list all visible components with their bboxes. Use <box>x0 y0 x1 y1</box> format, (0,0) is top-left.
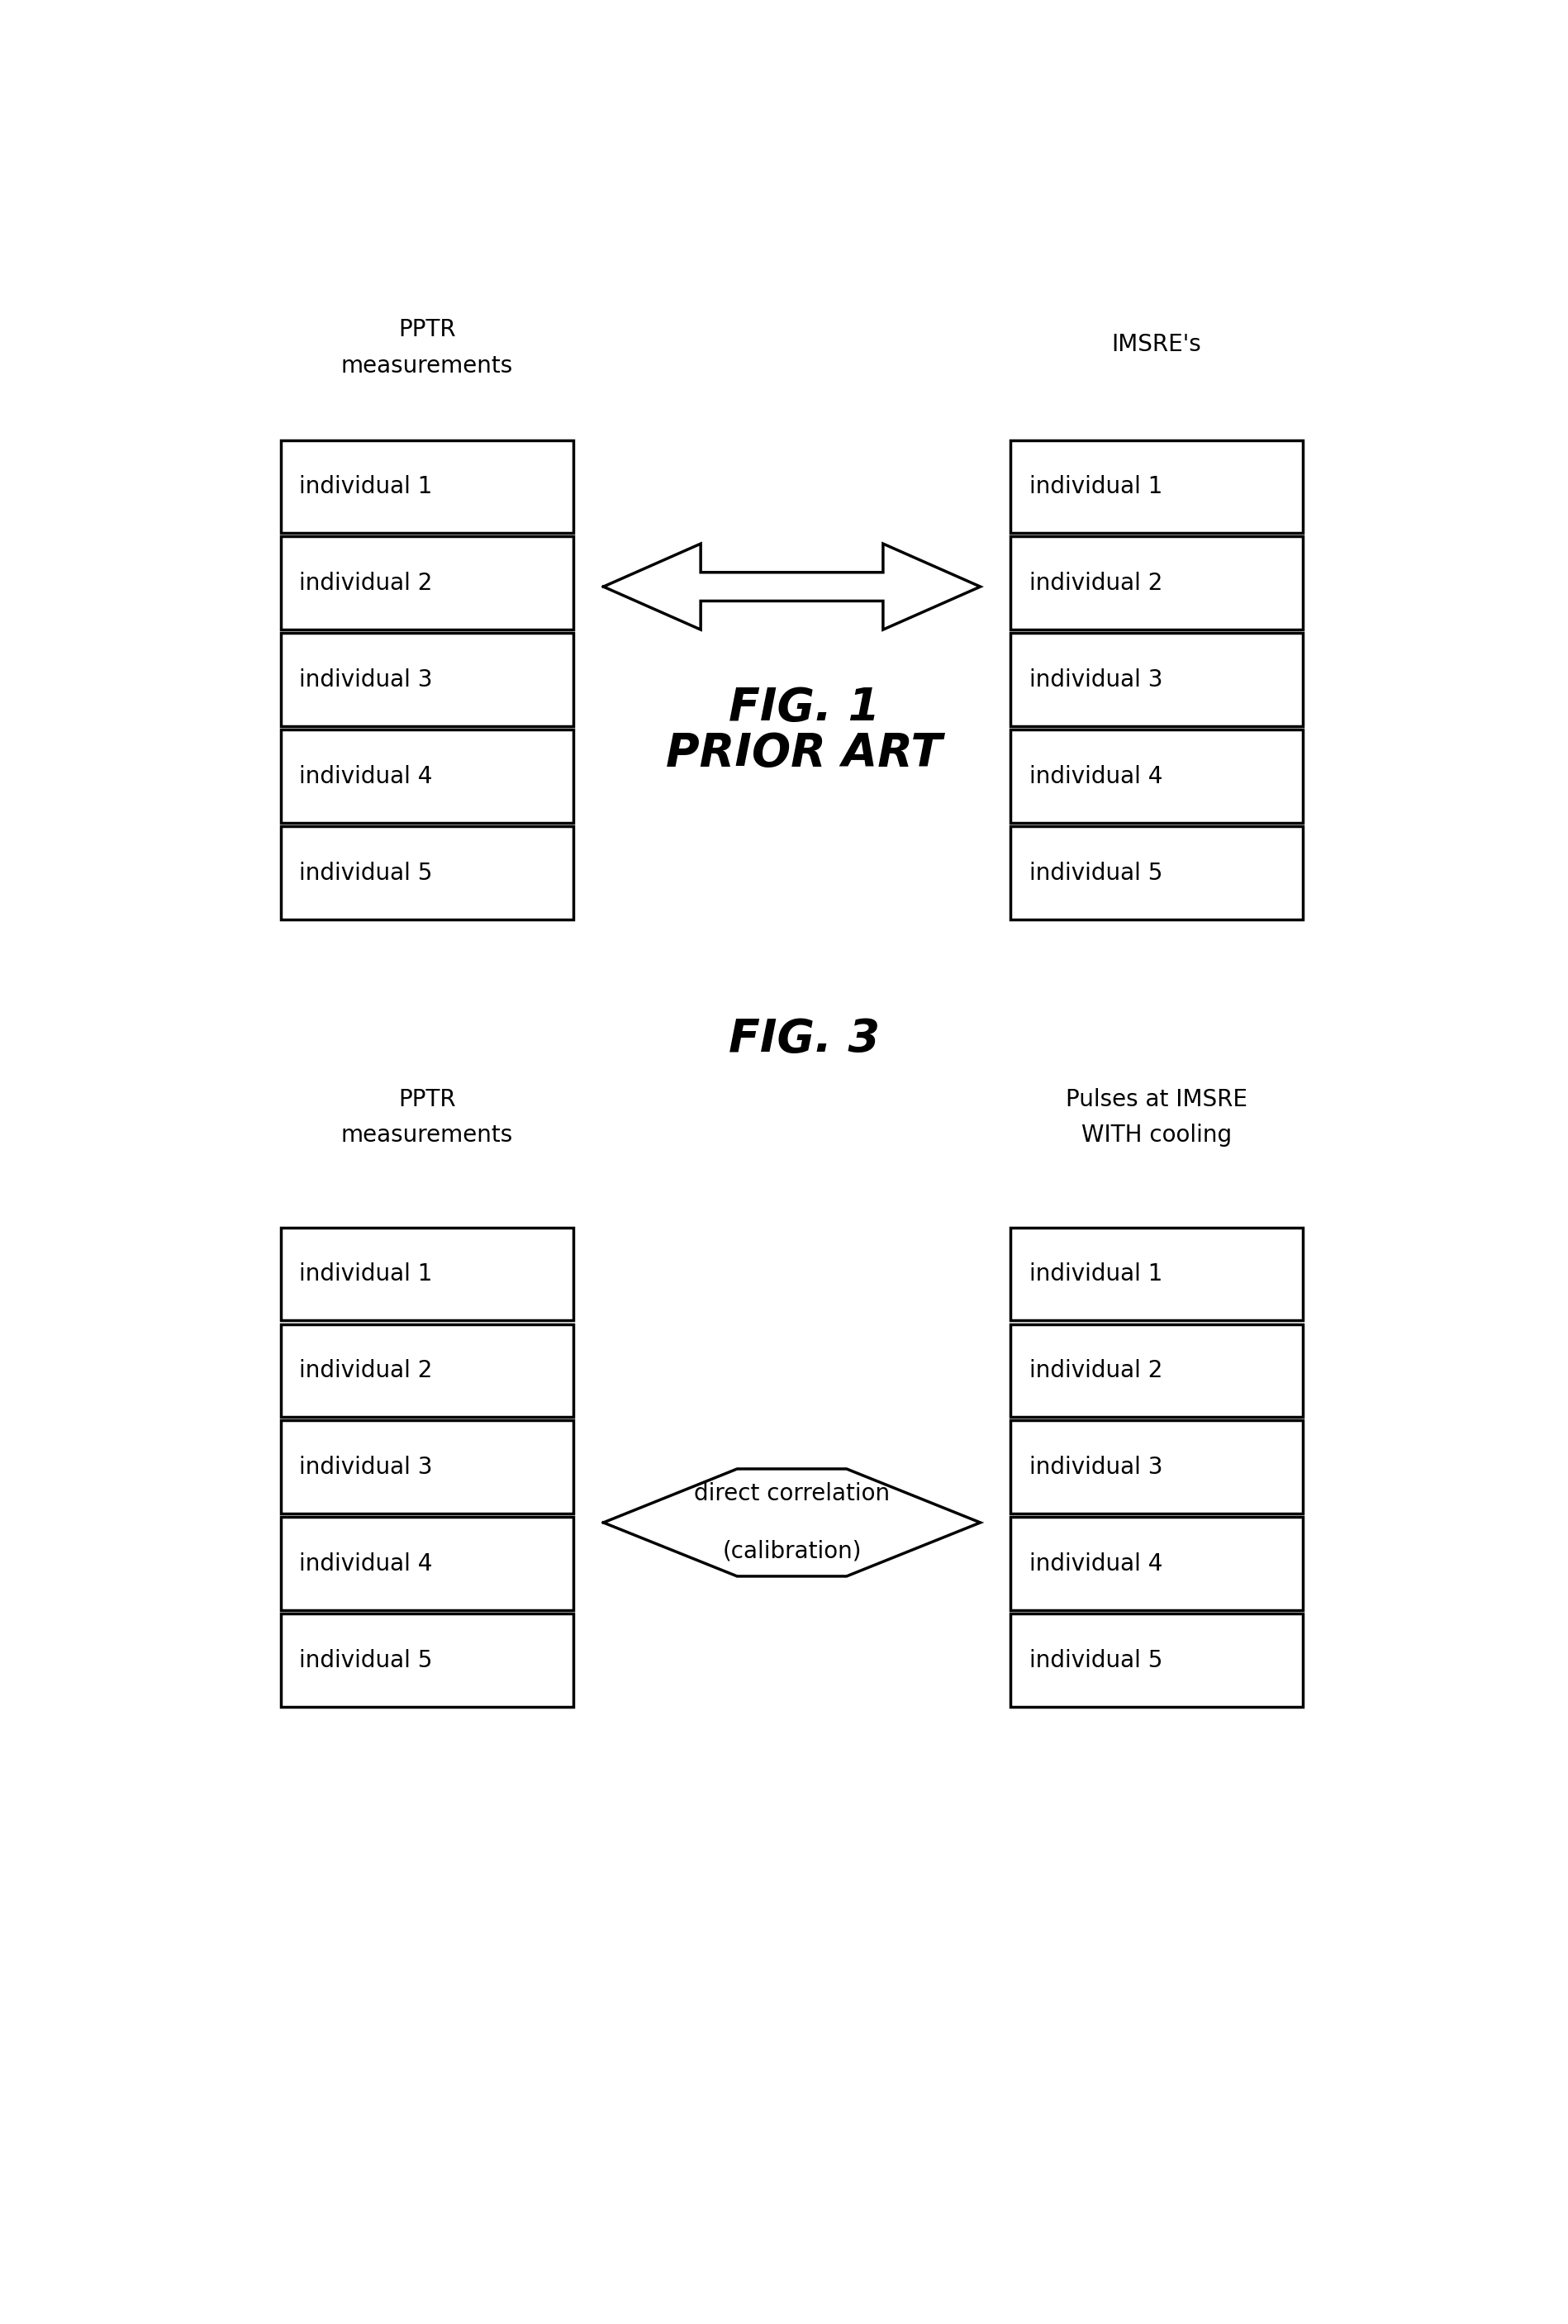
Text: individual 1: individual 1 <box>299 1262 433 1285</box>
Text: IMSRE's: IMSRE's <box>1112 332 1201 356</box>
Bar <box>1010 1325 1301 1418</box>
Text: (calibration): (calibration) <box>721 1538 861 1562</box>
Text: individual 5: individual 5 <box>299 862 433 885</box>
Text: individual 1: individual 1 <box>299 474 433 497</box>
Bar <box>1010 1518 1301 1611</box>
Polygon shape <box>604 1469 980 1576</box>
Bar <box>281 1613 572 1706</box>
Bar <box>281 1518 572 1611</box>
Text: individual 4: individual 4 <box>1029 1552 1162 1576</box>
Bar <box>1010 439 1301 532</box>
Text: individual 4: individual 4 <box>299 1552 433 1576</box>
Bar <box>1010 1420 1301 1513</box>
Text: individual 5: individual 5 <box>1029 1648 1162 1671</box>
Text: WITH cooling: WITH cooling <box>1080 1122 1231 1146</box>
Bar <box>281 439 572 532</box>
Bar <box>281 1227 572 1320</box>
Text: individual 5: individual 5 <box>1029 862 1162 885</box>
Text: FIG. 3: FIG. 3 <box>728 1018 880 1062</box>
Text: PPTR: PPTR <box>398 1088 456 1111</box>
Text: individual 1: individual 1 <box>1029 1262 1162 1285</box>
Bar <box>1010 632 1301 725</box>
Text: individual 2: individual 2 <box>1029 572 1162 595</box>
Text: individual 2: individual 2 <box>299 1360 433 1383</box>
Text: individual 3: individual 3 <box>299 1455 433 1478</box>
Text: Pulses at IMSRE: Pulses at IMSRE <box>1065 1088 1247 1111</box>
Text: individual 4: individual 4 <box>299 765 433 788</box>
Bar <box>1010 730 1301 823</box>
Bar <box>1010 537 1301 630</box>
Text: measurements: measurements <box>340 353 513 376</box>
Text: individual 5: individual 5 <box>299 1648 433 1671</box>
Text: individual 4: individual 4 <box>1029 765 1162 788</box>
Text: direct correlation: direct correlation <box>693 1483 889 1506</box>
Text: individual 2: individual 2 <box>1029 1360 1162 1383</box>
Text: measurements: measurements <box>340 1122 513 1146</box>
Bar <box>281 1420 572 1513</box>
Bar <box>1010 827 1301 920</box>
Text: individual 3: individual 3 <box>1029 669 1162 690</box>
Bar <box>281 537 572 630</box>
Text: PPTR: PPTR <box>398 318 456 342</box>
Bar <box>281 827 572 920</box>
Text: individual 3: individual 3 <box>299 669 433 690</box>
Bar <box>281 632 572 725</box>
Text: FIG. 1: FIG. 1 <box>728 686 880 730</box>
Text: individual 1: individual 1 <box>1029 474 1162 497</box>
Bar <box>281 730 572 823</box>
Polygon shape <box>604 544 980 630</box>
Text: individual 2: individual 2 <box>299 572 433 595</box>
Bar <box>1010 1613 1301 1706</box>
Bar <box>281 1325 572 1418</box>
Bar <box>1010 1227 1301 1320</box>
Text: individual 3: individual 3 <box>1029 1455 1162 1478</box>
Text: PRIOR ART: PRIOR ART <box>665 730 942 776</box>
